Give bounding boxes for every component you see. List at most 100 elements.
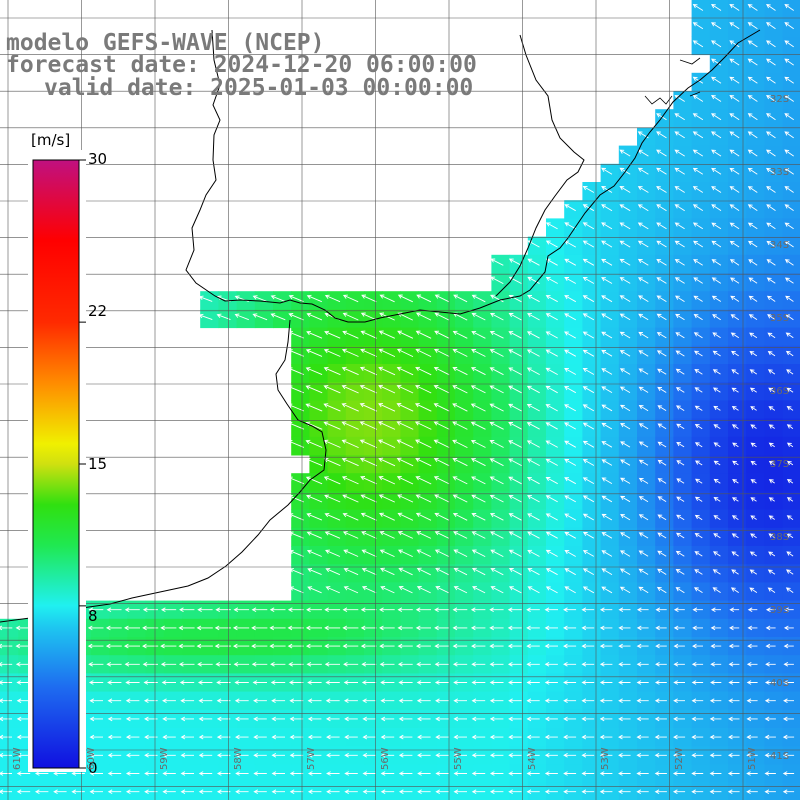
wind-arrow <box>508 734 522 740</box>
wind-arrow <box>673 643 685 649</box>
wind-arrow <box>544 607 558 612</box>
lat-label: 35S <box>770 313 790 324</box>
wind-arrow <box>453 586 468 594</box>
wind-arrow <box>270 680 286 685</box>
wind-arrow <box>638 568 649 575</box>
wind-arrow <box>289 771 304 776</box>
wind-arrow <box>161 680 176 685</box>
wind-arrow <box>786 460 794 466</box>
wind-arrow <box>471 494 486 503</box>
wind-arrow <box>526 662 540 667</box>
wind-cell <box>782 473 800 492</box>
wind-arrow <box>453 698 467 703</box>
wind-arrow <box>527 258 540 266</box>
wind-arrow <box>198 295 213 302</box>
wind-arrow <box>713 515 721 520</box>
wind-arrow <box>180 753 194 758</box>
wind-arrow <box>638 331 649 339</box>
wind-arrow <box>638 295 649 302</box>
wind-arrow <box>749 350 758 357</box>
wind-arrow <box>676 532 685 539</box>
wind-arrow <box>766 131 776 139</box>
wind-arrow <box>544 698 558 703</box>
wind-arrow <box>361 531 377 539</box>
wind-arrow <box>380 716 395 722</box>
wind-arrow <box>325 567 341 576</box>
wind-arrow <box>731 533 739 539</box>
lat-label: 34S <box>770 240 790 251</box>
wind-arrow <box>675 332 685 339</box>
wind-arrow <box>750 479 757 484</box>
wind-arrow <box>637 186 649 193</box>
wind-arrow <box>527 586 540 594</box>
wind-arrow <box>750 533 757 539</box>
wind-arrow <box>508 716 522 722</box>
wind-arrow <box>582 295 595 303</box>
wind-arrow <box>692 167 704 175</box>
wind-arrow <box>508 549 522 557</box>
lon-label: 53W <box>600 747 611 770</box>
wind-arrow <box>601 422 613 430</box>
wind-arrow <box>362 753 376 758</box>
wind-arrow <box>656 295 667 302</box>
coastline-river-plate <box>495 34 585 297</box>
wind-arrow <box>398 680 413 685</box>
wind-arrow <box>765 607 776 612</box>
wind-arrow <box>768 497 775 502</box>
wind-arrow <box>508 494 522 503</box>
wind-arrow <box>747 94 758 102</box>
wind-arrow <box>107 753 122 758</box>
wind-arrow <box>601 513 613 521</box>
wind-arrow <box>709 716 722 722</box>
wind-arrow <box>0 662 13 667</box>
wind-arrow <box>785 332 794 339</box>
wind-arrow <box>326 789 340 794</box>
wind-arrow <box>396 366 414 376</box>
wind-arrow <box>125 789 140 794</box>
lon-label: 58W <box>233 747 244 770</box>
wind-arrow <box>489 312 504 321</box>
wind-arrow <box>453 789 467 794</box>
wind-arrow <box>107 680 122 685</box>
wind-arrow <box>342 294 359 303</box>
wind-arrow <box>581 716 595 722</box>
wind-arrow <box>287 625 304 631</box>
wind-arrow <box>89 734 103 740</box>
wind-arrow <box>675 313 685 321</box>
wind-arrow <box>235 734 249 740</box>
wind-arrow <box>452 367 468 376</box>
wind-arrow <box>693 295 703 302</box>
wind-arrow <box>709 789 722 794</box>
wind-arrow <box>601 331 613 339</box>
wind-arrow <box>380 698 395 703</box>
wind-arrow <box>636 753 649 758</box>
wind-arrow <box>89 753 103 758</box>
wind-arrow <box>784 131 794 139</box>
wind-arrow <box>784 240 794 248</box>
wind-arrow <box>396 457 414 467</box>
wind-arrow <box>764 789 776 794</box>
wind-arrow <box>674 240 685 248</box>
wind-arrow <box>582 459 595 466</box>
wind-arrow <box>433 476 450 485</box>
wind-arrow <box>786 478 794 484</box>
wind-arrow <box>728 716 740 722</box>
wind-arrow <box>656 350 667 357</box>
wind-arrow <box>307 789 322 794</box>
wind-arrow <box>709 753 722 758</box>
wind-arrow <box>674 113 685 121</box>
wind-arrow <box>676 423 685 430</box>
wind-arrow <box>342 512 359 521</box>
wind-arrow <box>601 277 613 284</box>
wind-arrow <box>747 22 758 30</box>
wind-arrow <box>271 771 285 776</box>
wind-arrow <box>123 643 140 649</box>
wind-arrow <box>343 698 358 703</box>
wind-arrow <box>620 459 631 466</box>
wind-arrow <box>453 567 468 576</box>
wind-arrow <box>692 22 704 30</box>
wind-arrow <box>655 643 667 649</box>
lon-label: 60W <box>86 747 97 770</box>
coastline-islands <box>644 57 701 105</box>
wind-arrow <box>782 753 795 758</box>
